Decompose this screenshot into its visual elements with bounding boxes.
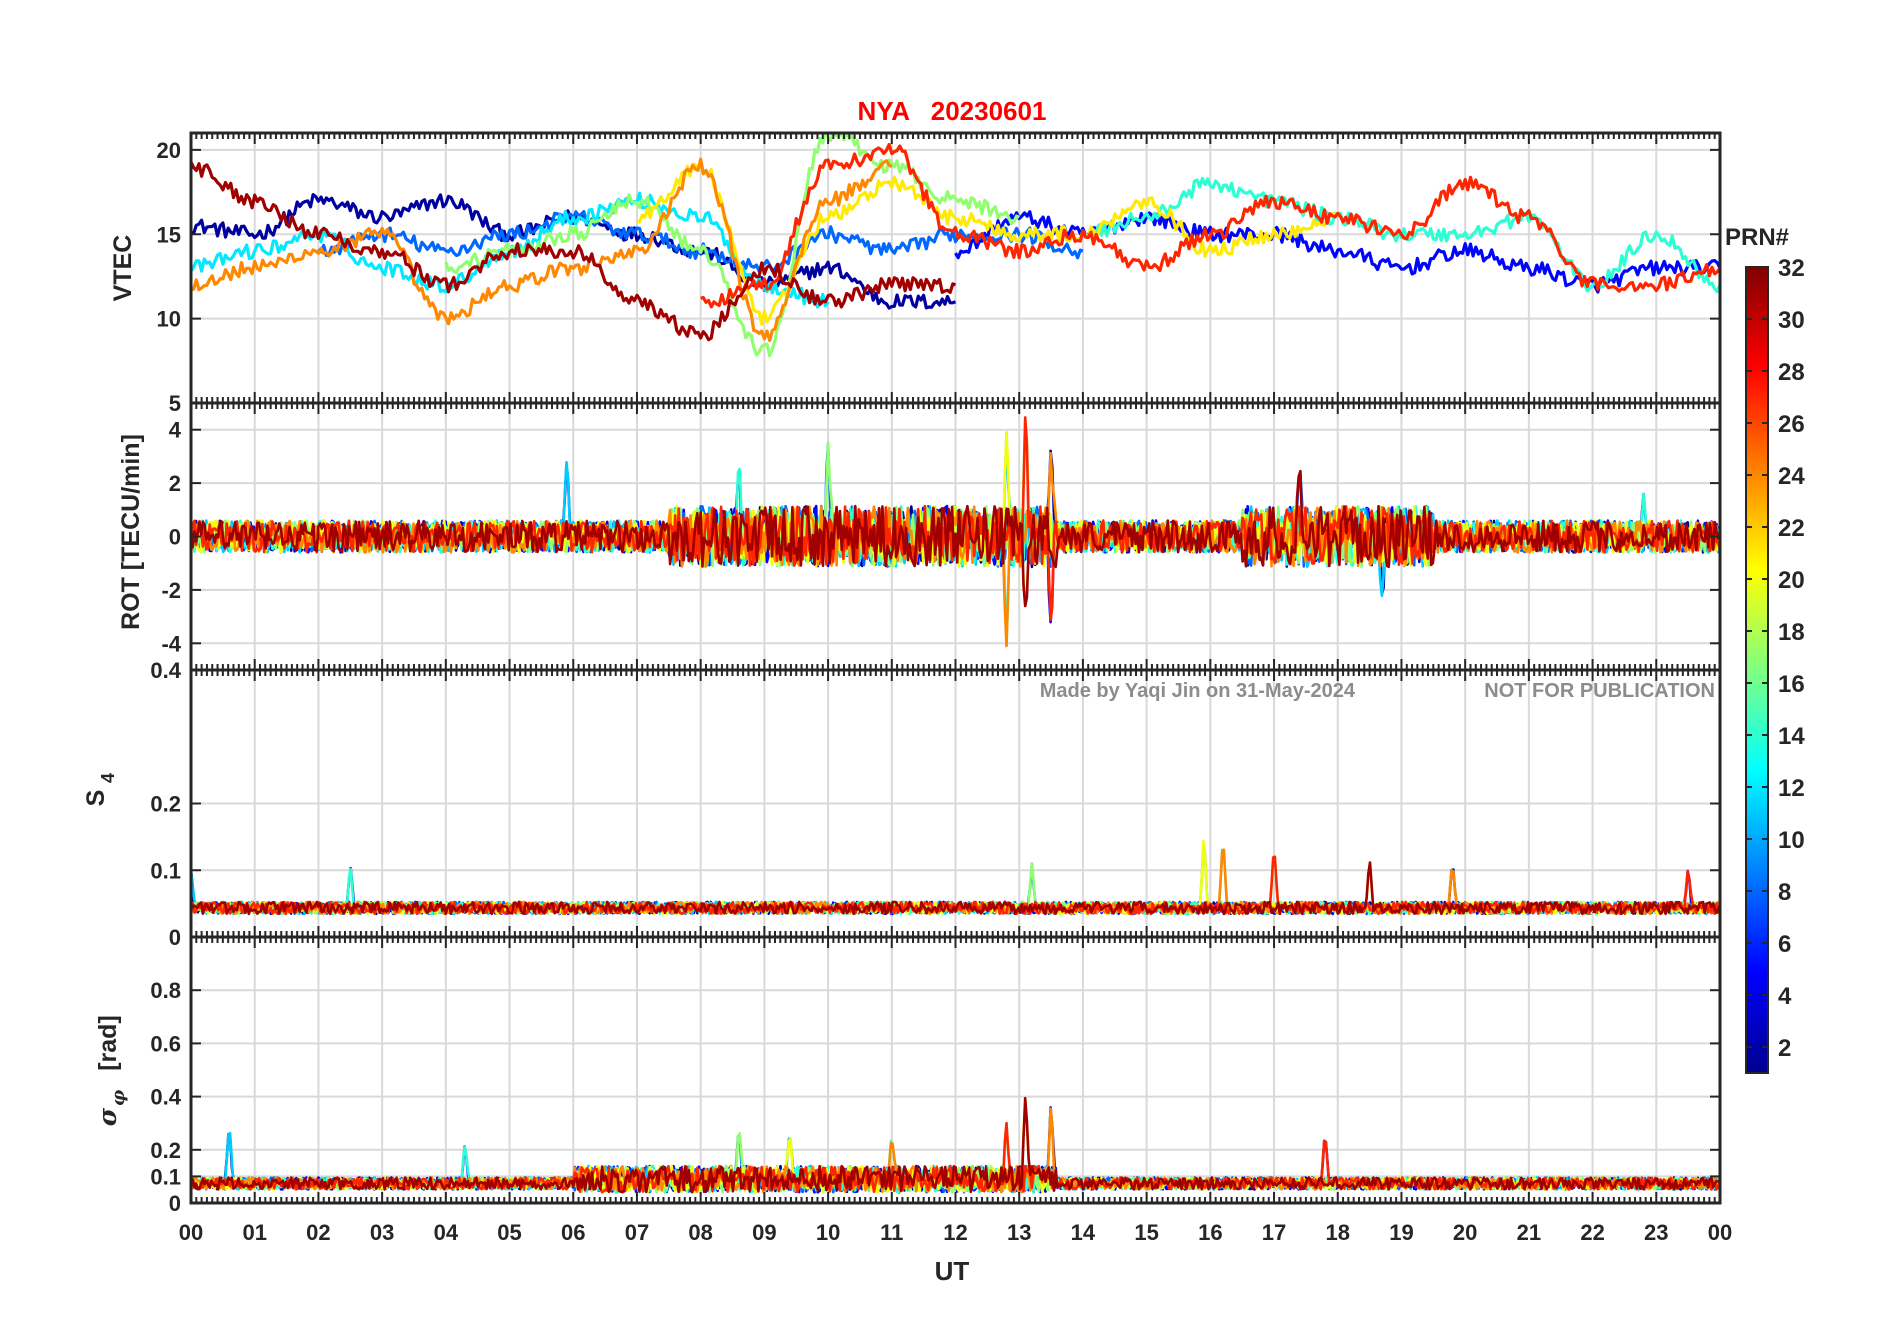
colorbar-tick-label: 28 bbox=[1778, 359, 1805, 386]
x-tick-label: 16 bbox=[1198, 1220, 1222, 1245]
y-tick-label: 15 bbox=[157, 222, 181, 247]
colorbar-tick-label: 18 bbox=[1778, 619, 1805, 646]
series-line-prn-27 bbox=[700, 142, 1720, 309]
x-tick-label: 21 bbox=[1517, 1220, 1541, 1245]
x-tick-label: 19 bbox=[1389, 1220, 1413, 1245]
x-tick-label: 00 bbox=[179, 1220, 203, 1245]
sigma-phi-y-label: σ φ [rad] bbox=[93, 1015, 129, 1126]
x-tick-label: 15 bbox=[1134, 1220, 1158, 1245]
x-tick-label: 01 bbox=[242, 1220, 266, 1245]
colorbar-tick-label: 24 bbox=[1778, 463, 1805, 490]
colorbar-tick-label: 20 bbox=[1778, 567, 1805, 594]
x-tick-labels: 00 01 02 03 04 05 06 07 08 09 10 11 12 13 14 15 16 17 18 19… bbox=[179, 1220, 1732, 1245]
series-line-prn-31 bbox=[191, 1096, 1720, 1194]
x-tick-label: 13 bbox=[1007, 1220, 1031, 1245]
y-tick-label: -2 bbox=[161, 578, 181, 603]
s4-y-label: S 4 bbox=[82, 773, 118, 806]
sigma-phi-y-label-sub: φ bbox=[108, 1089, 129, 1106]
colorbar-tick-label: 26 bbox=[1778, 411, 1805, 438]
x-tick-label: 08 bbox=[688, 1220, 712, 1245]
x-tick-label: 10 bbox=[816, 1220, 840, 1245]
y-tick-label: 0.4 bbox=[150, 658, 181, 683]
watermark-made-by: Made by Yaqi Jin on 31-May-2024 bbox=[1040, 680, 1356, 702]
y-tick-label: 0 bbox=[169, 525, 181, 550]
y-tick-label: 20 bbox=[157, 138, 181, 163]
series-line-prn-2 bbox=[191, 193, 957, 310]
x-tick-label: 22 bbox=[1580, 1220, 1604, 1245]
sigma-phi-y-label-unit: [rad] bbox=[94, 1015, 122, 1071]
vtec-series-group bbox=[191, 133, 1720, 358]
y-tick-label: 4 bbox=[169, 418, 182, 443]
panel-rot: -4 -2 0 2 45 bbox=[161, 391, 1722, 672]
x-tick-label: 20 bbox=[1453, 1220, 1477, 1245]
y-tick-label: 0 bbox=[169, 1191, 181, 1216]
y-tick-label: 0.2 bbox=[150, 792, 181, 817]
y-tick-label: 0.6 bbox=[150, 1031, 181, 1056]
series-line-prn-31 bbox=[191, 469, 1720, 608]
y-tick-label: -4 bbox=[161, 631, 181, 656]
x-tick-label: 05 bbox=[497, 1220, 521, 1245]
rot-series-group bbox=[191, 416, 1720, 648]
x-tick-label: 14 bbox=[1071, 1220, 1096, 1245]
colorbar-tick-label: 6 bbox=[1778, 931, 1791, 958]
series-line-prn-5 bbox=[954, 210, 1720, 294]
y-tick-label: 2 bbox=[169, 471, 181, 496]
s4-y-label-sub: 4 bbox=[98, 773, 118, 783]
x-tick-label: 03 bbox=[370, 1220, 394, 1245]
s4-y-label-main: S bbox=[82, 790, 110, 807]
x-axis-label: UT bbox=[935, 1256, 970, 1286]
y-tick-label: 0.2 bbox=[150, 1138, 181, 1163]
sigma-phi-y-label-main: σ bbox=[93, 1107, 122, 1126]
colorbar-gradient bbox=[1745, 266, 1769, 1074]
y-tick-label: 5 bbox=[169, 391, 181, 416]
chart-title: NYA 20230601 bbox=[858, 96, 1047, 126]
y-tick-label: 0.4 bbox=[150, 1085, 181, 1110]
x-tick-label: 23 bbox=[1644, 1220, 1668, 1245]
rot-y-label: ROT [TECU/min] bbox=[117, 434, 145, 630]
series-line-prn-24 bbox=[191, 157, 893, 343]
panel-sigma-phi: 00.10.2 0.4 0.6 0.8 bbox=[150, 935, 1722, 1216]
colorbar-tick-label: 14 bbox=[1778, 723, 1805, 750]
x-tick-label: 18 bbox=[1326, 1220, 1350, 1245]
y-tick-label: 0.8 bbox=[150, 978, 181, 1003]
sigma-phi-series-group bbox=[191, 1096, 1720, 1194]
colorbar-tick-label: 30 bbox=[1778, 307, 1805, 334]
colorbar-tick-label: 12 bbox=[1778, 775, 1805, 802]
y-tick-label: 0 bbox=[169, 925, 181, 950]
x-tick-label: 17 bbox=[1262, 1220, 1286, 1245]
panel-vtec: 10 15 20 bbox=[157, 131, 1722, 405]
colorbar-tick-label: 32 bbox=[1778, 255, 1805, 282]
x-tick-label: 07 bbox=[625, 1220, 649, 1245]
colorbar-tick-label: 4 bbox=[1778, 983, 1792, 1010]
series-line-prn-31 bbox=[191, 861, 1720, 916]
x-tick-label: 09 bbox=[752, 1220, 776, 1245]
y-tick-label: 10 bbox=[157, 307, 181, 332]
y-tick-label: 0.1 bbox=[150, 858, 181, 883]
colorbar-tick-label: 16 bbox=[1778, 671, 1805, 698]
x-tick-label: 00 bbox=[1708, 1220, 1732, 1245]
series-line-prn-21 bbox=[636, 162, 1340, 326]
watermark-notice: NOT FOR PUBLICATION bbox=[1484, 680, 1715, 702]
x-tick-label: 06 bbox=[561, 1220, 585, 1245]
x-tick-label: 02 bbox=[306, 1220, 330, 1245]
x-tick-label: 11 bbox=[880, 1220, 903, 1245]
x-tick-label: 12 bbox=[943, 1220, 967, 1245]
colorbar-label: PRN# bbox=[1725, 224, 1789, 251]
colorbar-tick-label: 22 bbox=[1778, 515, 1805, 542]
colorbar-tick-label: 2 bbox=[1778, 1035, 1791, 1062]
colorbar-tick-label: 8 bbox=[1778, 879, 1791, 906]
y-tick-label: 0.1 bbox=[150, 1164, 181, 1189]
s4-series-group bbox=[191, 839, 1720, 916]
series-line-prn-14 bbox=[1082, 176, 1720, 294]
series-line-prn-31 bbox=[191, 161, 957, 342]
colorbar-tick-label: 10 bbox=[1778, 827, 1805, 854]
x-tick-label: 04 bbox=[434, 1220, 459, 1245]
vtec-y-label: VTEC bbox=[109, 235, 137, 302]
